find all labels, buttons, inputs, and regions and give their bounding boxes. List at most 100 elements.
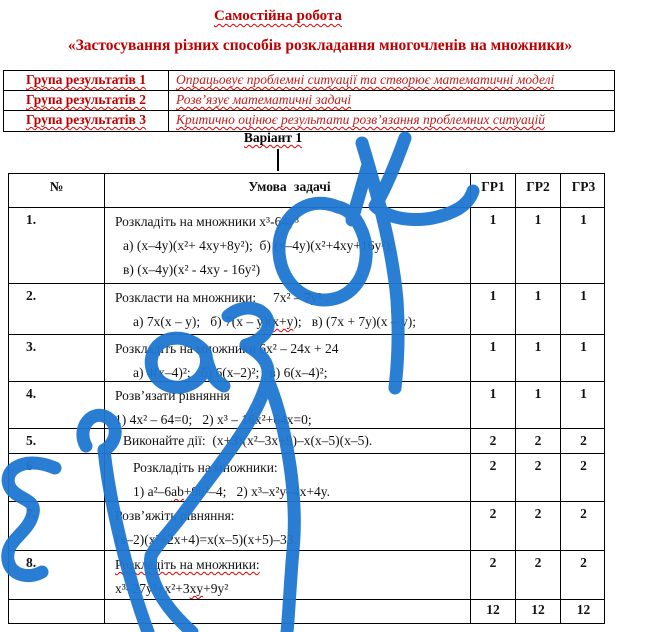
task-number: 1. (9, 208, 105, 283)
page-subtitle: «Застосування різних способів розкладанн… (67, 37, 573, 54)
score-gr2: 1 (516, 382, 561, 428)
main-table: № Умова задачі ГР1 ГР2 ГР3 1. Розкладіть … (8, 173, 605, 624)
task-number: 5. (9, 429, 105, 453)
task-text: ); в) (7x + 7y)(x – y); (293, 314, 417, 329)
task-text: Розв’язати рівняння (115, 388, 230, 403)
task-cell: Розкласти на множники: 7x² – 7y² . а) 7x(… (105, 284, 471, 334)
group-desc-1: Опрацьовує проблемні ситуації та створює… (176, 72, 555, 87)
score-gr3: 2 (580, 555, 587, 570)
task-line: 1) 4x² – 64=0; 2) x³ – 16x²+64x=0; (113, 408, 466, 428)
task-row: 4. Розв’язати рівняння 1) 4x² – 64=0; 2) x… (9, 382, 604, 429)
score-gr2: 1 (516, 335, 561, 381)
task-cell: Розкладіть на множники 6x² – 24x + 24 а) … (105, 335, 471, 381)
score-gr1: 1 (471, 208, 516, 283)
task-text: Розкладіть на множники 6x² – 24x + 24 (115, 341, 339, 356)
task-text: в) (x–4y)(x² - 4xy - 16y²) (123, 262, 261, 277)
task-number: 2. (9, 284, 105, 334)
task-cell: Розв’язати рівняння 1) 4x² – 64=0; 2) x³ … (105, 382, 471, 428)
col-header-task: Умова задачі (105, 174, 471, 207)
score-gr2: 2 (516, 551, 561, 599)
score-gr2: 2 (516, 454, 561, 501)
task-row: 7. Розв’яжіть рівняння: (x–2)(x²+2x+4)=x(x… (9, 502, 604, 551)
totals-row: 12 12 12 (9, 600, 604, 623)
spellcheck-squiggle-text: xy (189, 581, 204, 596)
score-gr3: 1 (580, 288, 587, 303)
task-text: +9b²–4; 2) x³–x²y–4x+4y. (183, 484, 331, 499)
task-cell: Розкладіть на множники x³-64y³ а) (x–4y)(… (105, 208, 471, 283)
score-gr1: 2 (471, 429, 516, 453)
score-gr3: 2 (580, 458, 587, 473)
task-text: x³–27y³+x²+3 (115, 581, 190, 596)
group-label-3: Група результатів 3 (4, 111, 169, 131)
page-title: Самостійна робота (213, 8, 343, 24)
col-header-gr1: ГР1 (471, 174, 516, 207)
group-label-1: Група результатів 1 (4, 71, 169, 90)
task-line: а) 7x(x – y); б) 7(x – y)(x+y); в) (7x +… (113, 310, 466, 334)
totals-empty-num (9, 600, 105, 623)
groups-table: Група результатів 1 Опрацьовує проблемні… (3, 70, 615, 132)
task-text: 1) a²–6 (133, 484, 172, 499)
text-cursor-mark (277, 149, 279, 171)
spellcheck-squiggle-text: x+y (272, 314, 294, 329)
task-cell: Розв’яжіть рівняння: (x–2)(x²+2x+4)=x(x–5… (105, 502, 471, 550)
task-line: 1) a²–6ab+9b²–4; 2) x³–x²y–4x+4y. (113, 480, 466, 501)
score-gr2: 2 (516, 429, 561, 453)
groups-table-row: Група результатів 1 Опрацьовує проблемні… (4, 71, 614, 91)
task-text: 1) 4x² – 64=0; 2) x³ – 16x²+64x=0; (115, 412, 312, 427)
task-row: 3. Розкладіть на множники 6x² – 24x + 24 а… (9, 335, 604, 382)
score-gr1: 2 (471, 454, 516, 501)
score-gr1: 1 (471, 382, 516, 428)
task-number: 3. (9, 335, 105, 381)
task-text: а) (x–4y)(x²+ 4xy+8y²); б) (x–4y)(x²+4xy… (123, 238, 394, 253)
score-gr1: 1 (471, 335, 516, 381)
total-gr3: 12 (576, 602, 591, 617)
score-gr1: 2 (471, 502, 516, 550)
main-table-header-row: № Умова задачі ГР1 ГР2 ГР3 (9, 174, 604, 208)
spellcheck-squiggle-text: ab (171, 484, 184, 499)
score-gr3: 2 (580, 506, 587, 521)
task-row: 6 Розкладіть на множники: 1) a²–6ab+9b²–4;… (9, 454, 604, 502)
task-line: Розв’язати рівняння (113, 384, 466, 408)
task-text: Розкласти на множники: 7x² – 7y² . (115, 290, 329, 305)
task-number: 4. (9, 382, 105, 428)
task-cell: Розкладіть на множники: x³–27y³+x²+3xy+9y… (105, 551, 471, 599)
task-line: Розкласти на множники: 7x² – 7y² . (113, 286, 466, 310)
task-line: а) (x–4y)(x²+ 4xy+8y²); б) (x–4y)(x²+4xy… (113, 234, 466, 258)
score-gr3: 2 (580, 433, 587, 448)
total-gr1: 12 (471, 600, 516, 623)
task-line: Розкладіть на множники 6x² – 24x + 24 (113, 337, 466, 361)
task-line: а) 4(x–4)²; б) 6(x–2)²; в) 6(x–4)²; (113, 361, 466, 381)
task-line: Розкладіть на множники: (113, 553, 466, 577)
score-gr3: 1 (580, 339, 587, 354)
task-text: (x–2)(x²+2x+4)=x(x–5)(x+5)–33. (115, 532, 297, 547)
task-text: Виконайте дії: (x+3)(x²–3x+9)–x(x–5)(x–5… (123, 433, 373, 448)
task-row: 1. Розкладіть на множники x³-64y³ а) (x–4y… (9, 208, 604, 284)
group-desc-3: Критично оцінює результати розв’язання п… (176, 112, 545, 127)
task-number: 8. (9, 551, 105, 599)
task-text: а) 7x(x – y); б) 7(x – y)( (133, 314, 273, 329)
variant-heading: Варіант 1 (243, 130, 303, 145)
task-cell: Виконайте дії: (x+3)(x²–3x+9)–x(x–5)(x–5… (105, 429, 471, 453)
task-text: +9y² (203, 581, 229, 596)
task-cell: Розкладіть на множники: 1) a²–6ab+9b²–4; … (105, 454, 471, 501)
groups-table-row: Група результатів 3 Критично оцінює резу… (4, 111, 614, 131)
col-header-gr2: ГР2 (516, 174, 561, 207)
task-line: Розв’яжіть рівняння: (113, 504, 466, 528)
task-line: в) (x–4y)(x² - 4xy - 16y²) (113, 258, 466, 282)
total-gr2: 12 (516, 600, 561, 623)
task-row: 8. Розкладіть на множники: x³–27y³+x²+3xy+… (9, 551, 604, 600)
score-gr1: 1 (471, 284, 516, 334)
task-line: Розкладіть на множники: (113, 456, 466, 480)
task-number: 7. (9, 502, 105, 550)
score-gr2: 1 (516, 208, 561, 283)
task-number: 6 (9, 454, 105, 501)
score-gr1: 2 (471, 551, 516, 599)
task-text: Розкладіть на множники: (133, 460, 278, 475)
task-line: Розкладіть на множники x³-64y³ (113, 210, 466, 234)
task-row: 5. Виконайте дії: (x+3)(x²–3x+9)–x(x–5)(x… (9, 429, 604, 454)
totals-empty-task (105, 600, 471, 623)
col-header-gr3: ГР3 (571, 179, 596, 194)
group-label-2: Група результатів 2 (4, 91, 169, 110)
task-row: 2. Розкласти на множники: 7x² – 7y² . а) 7… (9, 284, 604, 335)
